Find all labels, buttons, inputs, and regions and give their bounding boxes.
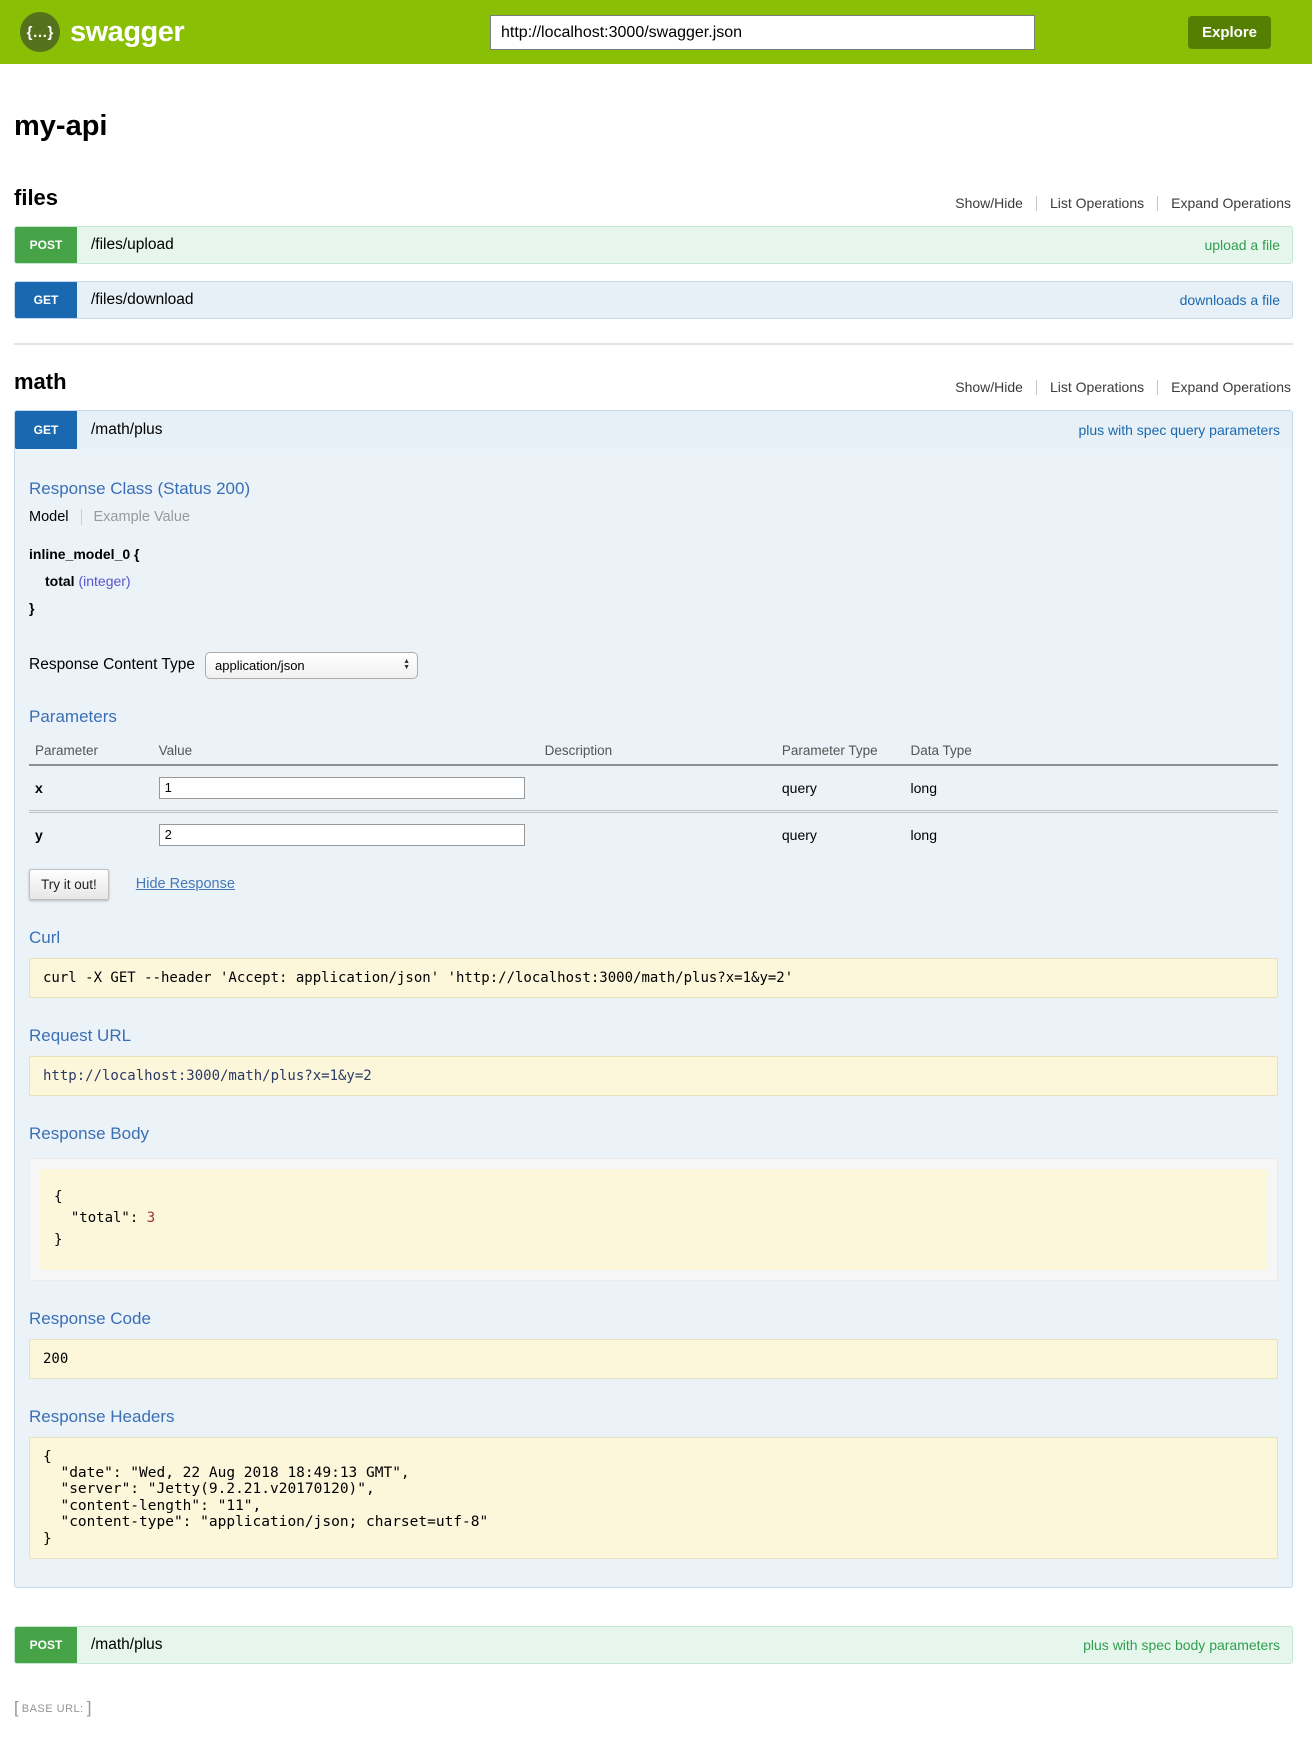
explore-button[interactable]: Explore	[1188, 16, 1271, 49]
endpoint-row-math-plus-post[interactable]: POST /math/plus plus with spec body para…	[14, 1625, 1293, 1664]
model-property-type: (integer)	[78, 573, 131, 590]
bracket-open: [	[14, 1697, 19, 1717]
model-signature: inline_model_0 { total (integer) }	[29, 545, 1278, 618]
api-title: my-api	[14, 110, 108, 142]
endpoint-row-files-download[interactable]: GET /files/download downloads a file	[14, 281, 1293, 319]
col-header-data-type: Data Type	[904, 736, 1278, 766]
param-name-y: y	[35, 826, 43, 843]
model-property: total (integer)	[29, 572, 1278, 590]
param-x-type: query	[775, 764, 905, 813]
curl-heading: Curl	[29, 927, 61, 947]
endpoint-summary-files-download[interactable]: downloads a file	[1179, 292, 1280, 308]
response-body-heading: Response Body	[29, 1123, 150, 1143]
post-method-badge: POST	[15, 1626, 77, 1663]
param-x-data-type: long	[904, 764, 1278, 813]
endpoint-row-files-upload[interactable]: POST /files/upload upload a file	[14, 226, 1293, 264]
parameter-row-y: y query long	[29, 811, 1278, 857]
response-code-heading: Response Code	[29, 1308, 151, 1328]
endpoint-path-files-download[interactable]: /files/download	[91, 291, 194, 308]
section-files: files Show/Hide List Operations Expand O…	[14, 185, 1293, 319]
response-body-json: { "total": 3 }	[40, 1168, 1267, 1270]
base-url-footer: [ base url: ]	[14, 1698, 1293, 1718]
get-method-badge: GET	[15, 411, 77, 449]
param-y-input[interactable]	[158, 823, 525, 846]
swagger-logo[interactable]: {…} swagger	[20, 12, 185, 52]
response-headers-heading: Response Headers	[29, 1406, 175, 1426]
endpoint-summary-math-plus-get[interactable]: plus with spec query parameters	[1078, 422, 1280, 438]
math-expand-operations-link[interactable]: Expand Operations	[1157, 380, 1293, 395]
request-url-value: http://localhost:3000/math/plus?x=1&y=2	[29, 1055, 1278, 1096]
param-x-input[interactable]	[158, 776, 525, 799]
base-url-label: base url:	[21, 1702, 84, 1715]
operation-get-math-plus: GET /math/plus plus with spec query para…	[14, 410, 1293, 1588]
main-content: my-api files Show/Hide List Operations E…	[0, 110, 1312, 1764]
model-open-line: inline_model_0 {	[29, 546, 140, 562]
model-property-name: total	[45, 573, 75, 590]
swagger-logo-icon: {…}	[20, 12, 60, 52]
response-content-type-label: Response Content Type	[29, 656, 196, 674]
param-y-description	[539, 811, 776, 857]
json-brace-close: }	[54, 1231, 63, 1248]
json-brace-open: {	[54, 1188, 63, 1205]
col-header-value: Value	[152, 736, 539, 766]
files-section-title: files	[14, 185, 59, 210]
spec-url-input[interactable]	[490, 15, 1035, 50]
model-tabs: Model Example Value	[29, 509, 1278, 525]
swagger-logo-text: swagger	[70, 15, 185, 48]
json-value: 3	[146, 1210, 156, 1227]
endpoint-summary-math-plus-post[interactable]: plus with spec body parameters	[1083, 1636, 1280, 1653]
math-section-links: Show/Hide List Operations Expand Operati…	[955, 380, 1293, 395]
files-expand-operations-link[interactable]: Expand Operations	[1157, 196, 1293, 211]
response-class-heading: Response Class (Status 200)	[29, 479, 251, 498]
col-header-parameter-type: Parameter Type	[775, 736, 905, 766]
request-url-heading: Request URL	[29, 1025, 132, 1045]
response-headers-json: { "date": "Wed, 22 Aug 2018 18:49:13 GMT…	[29, 1436, 1278, 1559]
param-y-data-type: long	[910, 826, 937, 843]
endpoint-row-math-plus-get[interactable]: GET /math/plus plus with spec query para…	[15, 411, 1292, 449]
section-math: math Show/Hide List Operations Expand Op…	[14, 343, 1293, 1664]
get-method-badge: GET	[15, 282, 77, 318]
post-method-badge: POST	[15, 227, 77, 263]
tab-model[interactable]: Model	[29, 509, 69, 525]
files-show-hide-link[interactable]: Show/Hide	[955, 195, 1023, 211]
endpoint-path-math-plus-post[interactable]: /math/plus	[91, 1635, 163, 1653]
param-x-description	[538, 764, 776, 813]
math-section-title: math	[14, 369, 67, 394]
try-it-out-button[interactable]: Try it out!	[29, 868, 109, 900]
curl-command: curl -X GET --header 'Accept: applicatio…	[29, 957, 1278, 998]
math-show-hide-link[interactable]: Show/Hide	[955, 379, 1023, 395]
endpoint-path-math-plus-get[interactable]: /math/plus	[91, 421, 163, 438]
files-section-links: Show/Hide List Operations Expand Operati…	[955, 196, 1293, 211]
col-header-parameter: Parameter	[29, 736, 153, 766]
bracket-close: ]	[86, 1697, 92, 1717]
response-body-container: { "total": 3 }	[29, 1157, 1278, 1281]
json-key: "total":	[70, 1210, 139, 1227]
parameters-table: Parameter Value Description Parameter Ty…	[29, 736, 1278, 857]
response-content-type-row: Response Content Type application/json ▲…	[29, 651, 1278, 679]
param-y-type: query	[781, 826, 817, 843]
response-content-type-value: application/json	[215, 657, 305, 673]
response-code-value: 200	[29, 1338, 1278, 1379]
math-list-operations-link[interactable]: List Operations	[1035, 380, 1157, 395]
model-close-line: }	[29, 600, 35, 617]
parameter-row-x: x query long	[29, 764, 1278, 813]
endpoint-summary-files-upload[interactable]: upload a file	[1204, 237, 1280, 253]
select-arrows-icon: ▲ ▼	[403, 658, 411, 672]
parameters-heading: Parameters	[29, 706, 117, 726]
header-bar: {…} swagger Explore	[0, 0, 1312, 64]
tab-example-value[interactable]: Example Value	[80, 509, 190, 525]
param-name-x: x	[29, 764, 153, 813]
operation-details: Response Class (Status 200) Model Exampl…	[15, 449, 1292, 1587]
endpoint-path-files-upload[interactable]: /files/upload	[91, 236, 174, 253]
col-header-description: Description	[538, 736, 776, 766]
hide-response-link[interactable]: Hide Response	[135, 876, 235, 893]
response-content-type-select[interactable]: application/json ▲ ▼	[205, 651, 419, 679]
files-list-operations-link[interactable]: List Operations	[1035, 196, 1157, 211]
